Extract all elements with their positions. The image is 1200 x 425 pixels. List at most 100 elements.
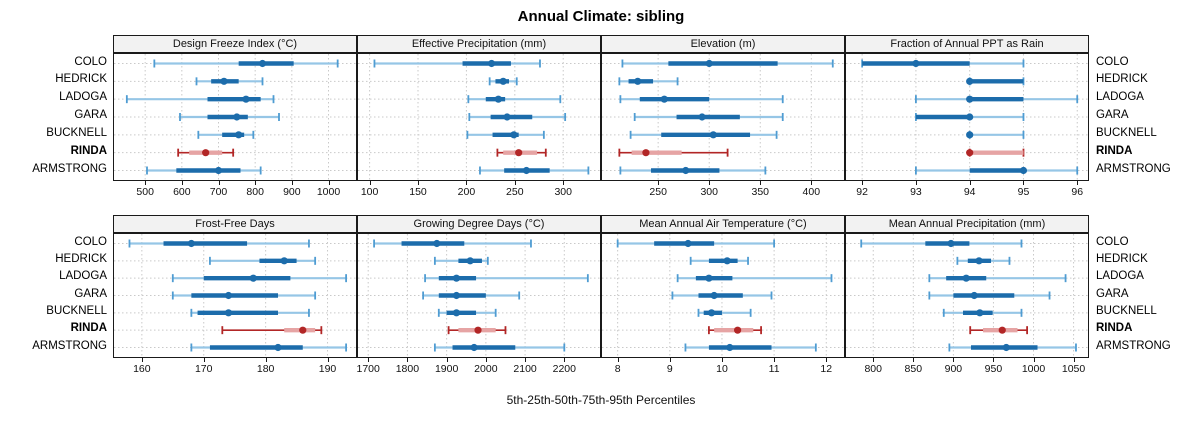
axis-tick: [969, 181, 971, 185]
median-dot: [966, 149, 974, 157]
axis-tick-label: 600: [173, 186, 191, 198]
axis-tick: [328, 181, 330, 185]
median-dot: [258, 59, 267, 68]
median-dot: [515, 149, 523, 157]
panel-header: Growing Degree Days (°C): [357, 215, 601, 233]
median-dot: [452, 291, 461, 300]
footer-caption: 5th-25th-50th-75th-95th Percentiles: [506, 393, 696, 407]
axis-tick-label: 93: [910, 186, 922, 198]
median-dot: [723, 257, 731, 265]
axis-tick: [658, 181, 660, 185]
site-label-right: HEDRICK: [1096, 252, 1148, 265]
median-dot: [214, 166, 223, 175]
axis-tick: [913, 358, 915, 362]
axis-tick-label: 1700: [356, 363, 380, 375]
axis-tick-label: 300: [700, 186, 718, 198]
median-dot: [966, 95, 974, 103]
axis-tick: [218, 181, 220, 185]
axis-tick: [368, 358, 370, 362]
median-dot: [187, 239, 195, 248]
median-dot: [966, 131, 974, 139]
axis-tick-label: 700: [209, 186, 228, 198]
median-dot: [280, 257, 288, 265]
panel-plot: [357, 53, 601, 181]
axis-tick: [485, 358, 487, 362]
axis-tick: [826, 358, 828, 362]
axis-tick-label: 9: [666, 363, 673, 375]
axis-tick: [265, 358, 267, 362]
axis-tick: [418, 181, 420, 185]
site-label-right: GARA: [1096, 109, 1129, 121]
axis-tick-label: 1000: [316, 186, 341, 198]
panel-canvas: [846, 54, 1088, 180]
panel-header: Fraction of Annual PPT as Rain: [845, 35, 1089, 53]
panel-plot: [601, 233, 845, 358]
site-label-right: BUCKNELL: [1096, 126, 1157, 139]
panel-plot: [113, 53, 357, 181]
site-label-right: LADOGA: [1096, 91, 1144, 104]
axis-tick: [369, 181, 371, 185]
axis-tick: [993, 358, 995, 362]
axis-tick-label: 800: [246, 186, 264, 198]
panel-canvas: [602, 234, 844, 357]
axis-tick: [141, 358, 143, 362]
panel-header: Elevation (m): [601, 35, 845, 53]
axis-tick-label: 180: [256, 363, 275, 375]
axis-tick-label: 500: [136, 186, 154, 198]
median-dot: [976, 309, 984, 317]
axis-tick: [811, 181, 813, 185]
axis-tick: [1073, 358, 1075, 362]
median-dot: [299, 326, 307, 334]
panel-canvas: [358, 234, 600, 357]
panel-header: Mean Annual Precipitation (mm): [845, 215, 1089, 233]
median-dot: [634, 77, 642, 85]
site-label-left: RINDA: [70, 144, 107, 157]
axis-tick-label: 160: [133, 363, 151, 375]
axis-tick-label: 400: [802, 186, 821, 198]
axis-tick: [525, 358, 527, 362]
panel-canvas: [114, 234, 356, 357]
median-dot: [698, 113, 706, 121]
panel-plot: [601, 53, 845, 181]
site-label-right: ARMSTRONG: [1096, 162, 1171, 175]
median-dot: [710, 291, 718, 300]
axis-tick-label: 900: [283, 186, 301, 198]
site-label-right: ARMSTRONG: [1096, 339, 1171, 352]
median-dot: [220, 77, 228, 85]
median-dot: [705, 274, 713, 282]
site-label-left: RINDA: [70, 322, 107, 335]
axis-tick-label: 2200: [552, 363, 576, 375]
site-label-left: COLO: [74, 235, 107, 248]
site-label-left: BUCKNELL: [46, 304, 107, 317]
axis-tick: [1023, 181, 1025, 185]
axis-tick: [145, 181, 147, 185]
median-dot: [487, 59, 496, 68]
median-dot: [642, 149, 650, 157]
median-dot: [1002, 343, 1010, 352]
median-dot: [452, 274, 461, 282]
median-dot: [684, 239, 692, 248]
site-label-right: COLO: [1096, 55, 1129, 68]
axis-tick-label: 250: [649, 186, 667, 198]
site-label-left: COLO: [74, 55, 107, 68]
panel-plot: [845, 233, 1089, 358]
median-dot: [970, 291, 978, 300]
axis-tick: [407, 358, 409, 362]
median-dot: [499, 77, 507, 85]
axis-tick-label: 96: [1071, 186, 1084, 198]
axis-tick-label: 92: [856, 186, 868, 198]
axis-tick-label: 2000: [474, 363, 498, 375]
median-dot: [452, 309, 461, 317]
median-dot: [734, 326, 742, 334]
axis-tick: [564, 358, 566, 362]
axis-tick: [563, 181, 565, 185]
median-dot: [503, 113, 511, 121]
median-dot: [494, 95, 502, 103]
axis-tick: [915, 181, 917, 185]
median-dot: [233, 113, 241, 121]
median-dot: [707, 309, 716, 317]
axis-tick: [709, 181, 711, 185]
site-label-left: GARA: [74, 287, 107, 300]
axis-tick: [721, 358, 723, 362]
